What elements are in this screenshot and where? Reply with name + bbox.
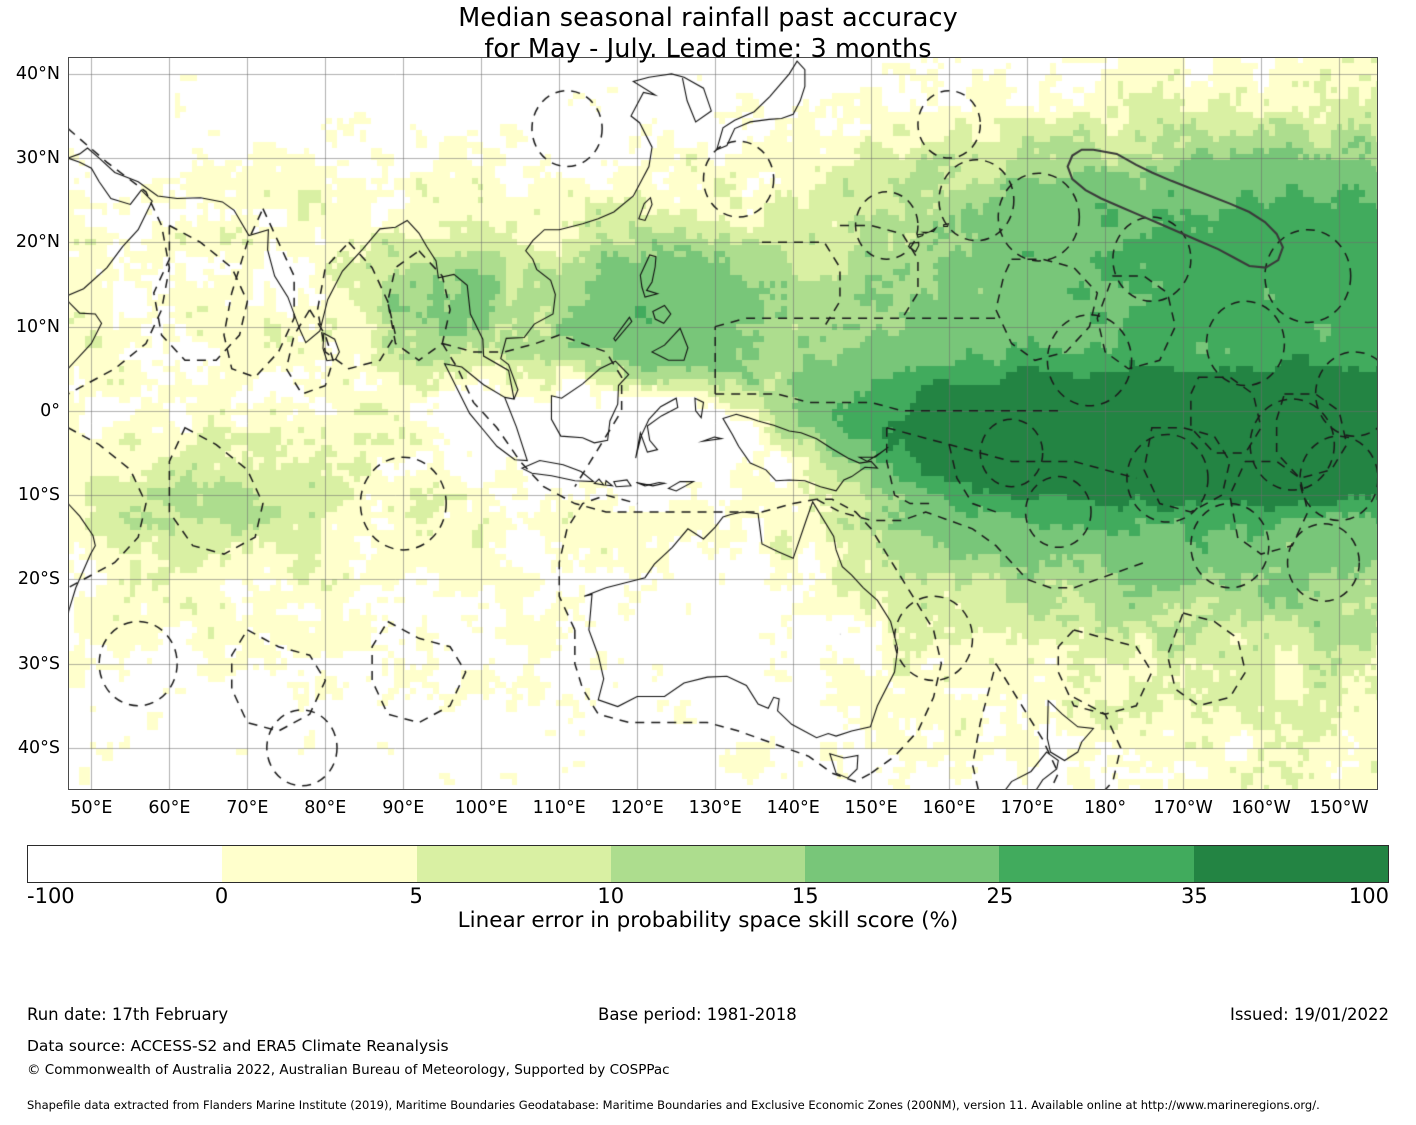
latitude-tick-label: 20°N — [15, 232, 60, 253]
colorbar: -100 0 5 10 15 25 35 100 — [27, 845, 1389, 910]
colorbar-swatch — [805, 846, 1000, 882]
latitude-tick-label: 20°S — [17, 569, 60, 590]
latitude-tick-label: 30°S — [17, 653, 60, 674]
colorbar-swatch — [999, 846, 1194, 882]
longitude-tick-label: 150°E — [844, 798, 898, 818]
base-period-text: Base period: 1981-2018 — [598, 1005, 797, 1024]
latitude-tick-label: 10°S — [17, 485, 60, 506]
rainfall-skill-heatmap — [68, 57, 1378, 790]
colorbar-swatch — [416, 846, 611, 882]
shapefile-attribution-text: Shapefile data extracted from Flanders M… — [27, 1098, 1320, 1112]
longitude-tick-label: 110°E — [532, 798, 586, 818]
colorbar-swatches — [27, 845, 1389, 883]
latitude-tick-label: 40°N — [15, 63, 60, 84]
longitude-tick-label: 50°E — [70, 798, 113, 818]
footer: Run date: 17th February Base period: 198… — [0, 1005, 1416, 1078]
colorbar-axis-label: Linear error in probability space skill … — [457, 908, 959, 933]
copyright-text: © Commonwealth of Australia 2022, Austra… — [27, 1062, 670, 1078]
latitude-tick-label: 0° — [40, 400, 60, 421]
colorbar-tick-label: 10 — [597, 884, 625, 908]
longitude-tick-label: 120°E — [610, 798, 664, 818]
latitude-axis: 40°N 30°N 20°N 10°N 0° 10°S 20°S 30°S 40°S — [0, 0, 68, 1125]
longitude-tick-label: 60°E — [148, 798, 191, 818]
colorbar-swatch — [222, 846, 417, 882]
colorbar-tick-label: 35 — [1181, 884, 1208, 908]
longitude-tick-label: 130°E — [688, 798, 742, 818]
colorbar-tick-label: 0 — [214, 884, 229, 908]
longitude-tick-label: 160°E — [922, 798, 976, 818]
colorbar-swatch — [28, 846, 223, 882]
longitude-tick-label: 150°W — [1309, 798, 1369, 818]
colorbar-tick-label: 100 — [1348, 884, 1389, 908]
longitude-tick-label: 140°E — [766, 798, 820, 818]
longitude-tick-label: 100°E — [454, 798, 508, 818]
longitude-tick-label: 170°E — [1000, 798, 1054, 818]
longitude-tick-label: 80°E — [304, 798, 347, 818]
latitude-tick-label: 30°N — [15, 148, 60, 169]
colorbar-tick-label: 5 — [409, 884, 423, 908]
issued-date-text: Issued: 19/01/2022 — [1229, 1005, 1389, 1024]
colorbar-tick-label: 25 — [986, 884, 1014, 908]
longitude-tick-label: 160°W — [1231, 798, 1291, 818]
footer-primary-row: Run date: 17th February Base period: 198… — [0, 1005, 1416, 1031]
data-source-text: Data source: ACCESS-S2 and ERA5 Climate … — [27, 1037, 449, 1055]
chart-title-line-1: Median seasonal rainfall past accuracy — [458, 3, 958, 33]
colorbar-tick-label: 15 — [791, 884, 819, 908]
longitude-tick-label: 170°W — [1153, 798, 1213, 818]
longitude-tick-label: 70°E — [226, 798, 269, 818]
colorbar-tick-labels: -100 0 5 10 15 25 35 100 — [27, 884, 1389, 910]
latitude-tick-label: 10°N — [15, 316, 60, 337]
run-date-text: Run date: 17th February — [27, 1005, 229, 1024]
map-plot-area — [68, 57, 1378, 790]
colorbar-swatch — [1193, 846, 1388, 882]
colorbar-tick-label: -100 — [27, 884, 75, 908]
chart-title: Median seasonal rainfall past accuracy f… — [0, 0, 1416, 65]
latitude-tick-label: 40°S — [17, 737, 60, 758]
colorbar-swatch — [610, 846, 806, 882]
longitude-tick-label: 90°E — [382, 798, 425, 818]
longitude-tick-label: 180° — [1084, 798, 1127, 818]
